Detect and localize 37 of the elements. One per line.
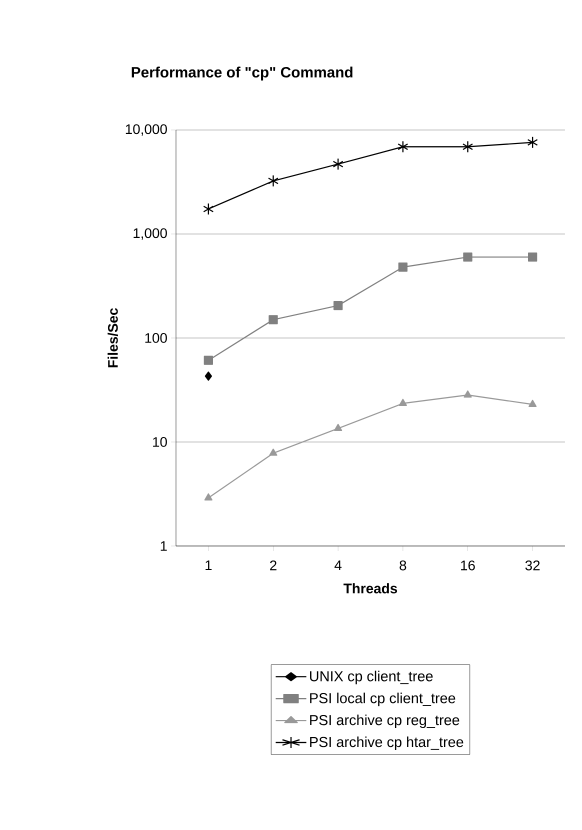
point (334, 424, 342, 432)
x-tick-label: 8 (400, 560, 406, 570)
point (398, 262, 408, 272)
point (203, 202, 214, 216)
x-axis-title: Threads (344, 583, 398, 594)
point (527, 136, 538, 148)
legend-label: PSI archive cp htar_tree (310, 736, 464, 750)
point (464, 390, 472, 398)
y-tick-label: 10 (153, 437, 167, 447)
y-tick-label: 1 (160, 541, 167, 551)
chart-title: Performance of "cp" Command (132, 66, 352, 80)
legend-label: PSI archive cp reg_tree (310, 714, 460, 728)
point (398, 398, 407, 406)
point (462, 140, 474, 153)
point (269, 448, 278, 456)
y-tick-label: 10,000 (126, 124, 167, 136)
point (332, 158, 344, 170)
y-axis-title: Files/Sec (108, 308, 118, 368)
y-tick-label: 100 (145, 333, 167, 343)
point (528, 252, 538, 262)
legend-label: UNIX cp client_tree (310, 670, 433, 684)
point (204, 372, 212, 381)
point (398, 140, 408, 153)
x-tick-label: 4 (334, 560, 342, 570)
y-tick-label: 1,000 (134, 228, 167, 240)
point (528, 400, 537, 407)
x-tick-label: 2 (270, 560, 276, 570)
point (333, 300, 343, 310)
legend-label: PSI local cp client_tree (310, 692, 456, 706)
point (204, 493, 212, 500)
point (268, 174, 279, 187)
point (268, 315, 278, 324)
point (204, 356, 213, 365)
x-tick-label: 32 (525, 560, 540, 570)
x-tick-label: 16 (461, 560, 475, 570)
x-tick-label: 1 (206, 560, 212, 570)
point (463, 252, 472, 262)
